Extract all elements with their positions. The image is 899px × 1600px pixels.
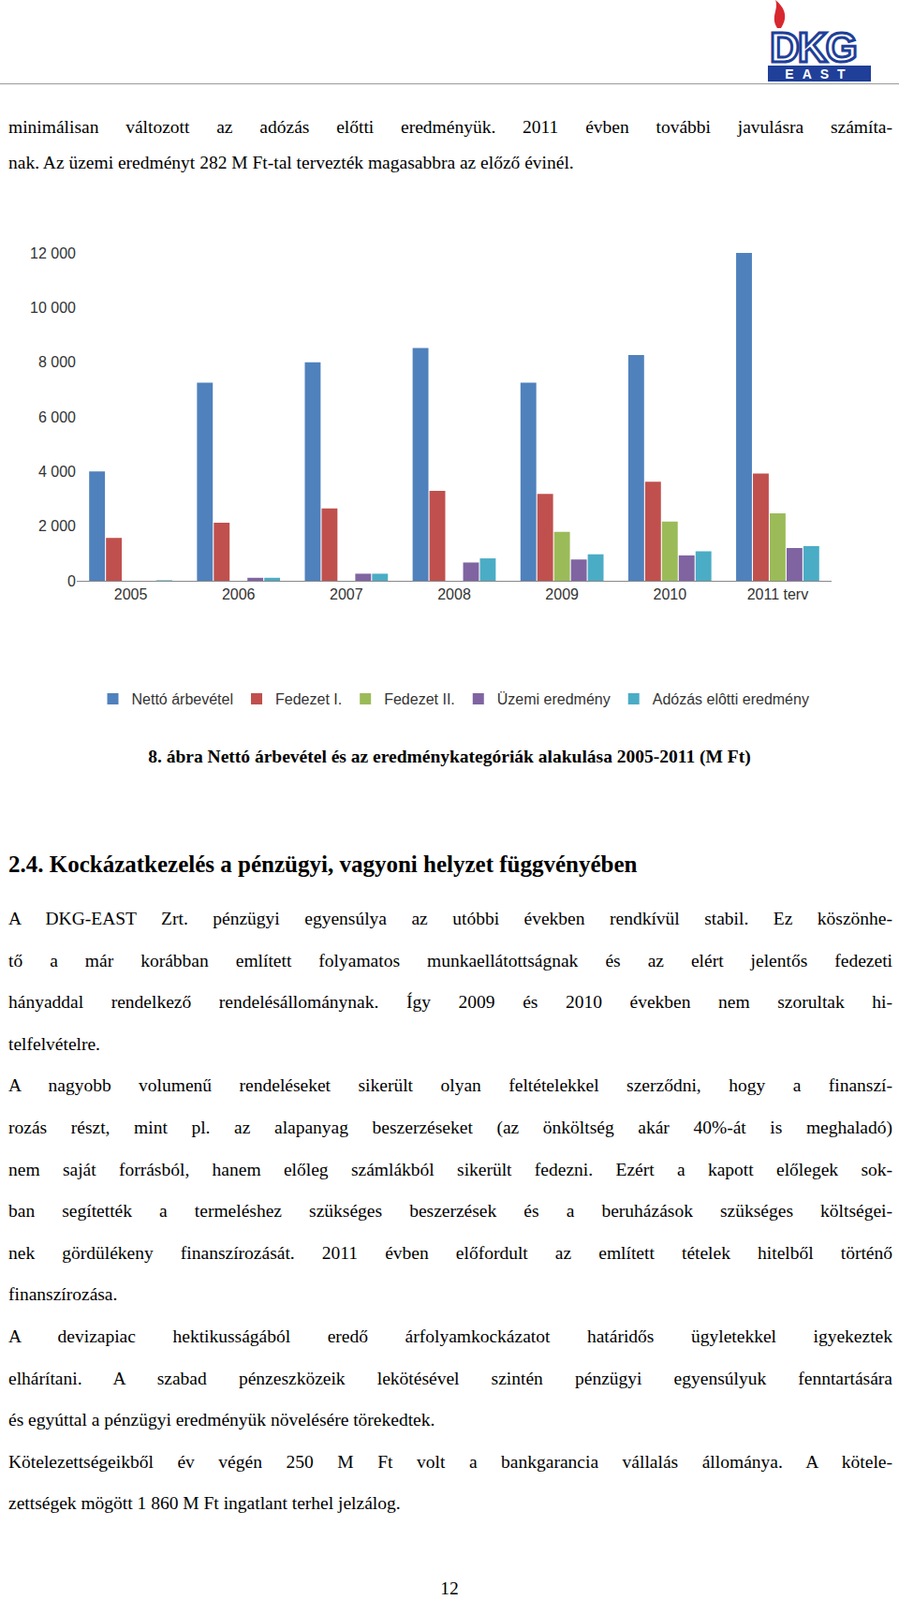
html-text:minimálisan változott az adózá: minimálisan változott az adózás előtti e…	[8, 117, 893, 137]
svg-text:2009: 2009	[545, 586, 579, 603]
html-text:zettségek mögött 1 860 M Ft in: zettségek mögött 1 860 M Ft ingatlant te…	[8, 1492, 401, 1513]
html-text:nek gördülékeny finanszírozásá: nek gördülékeny finanszírozását. 2011 év…	[8, 1242, 893, 1263]
html-text:tő a már korábban említett fol: tő a már korábban említett folyamatos mu…	[8, 950, 893, 970]
svg-text:6 000: 6 000	[38, 409, 76, 426]
html-text:8. ábra Nettó árbevétel és az: 8. ábra Nettó árbevétel és az eredményka…	[148, 746, 751, 767]
html-text:2.4. Kockázatkezelés a pénzügy: 2.4. Kockázatkezelés a pénzügyi, vagyoni…	[8, 851, 638, 877]
svg-text:2005: 2005	[114, 586, 148, 603]
svg-text:0: 0	[67, 573, 76, 590]
svg-text:Fedezet II.: Fedezet II.	[383, 691, 456, 708]
html-text:A nagyobb volumenű rendeléseke: A nagyobb volumenű rendeléseket sikerült…	[8, 1075, 893, 1096]
html-text:nak. Az üzemi eredményt 282 M: nak. Az üzemi eredményt 282 M Ft-tal ter…	[8, 152, 574, 173]
svg-text:Üzemi eredmény: Üzemi eredmény	[497, 691, 611, 708]
svg-text:2011 terv: 2011 terv	[747, 586, 810, 603]
svg-text:8 000: 8 000	[38, 353, 76, 370]
svg-text:2010: 2010	[652, 586, 687, 603]
html-text:12: 12	[440, 1577, 459, 1598]
html-text:Kötelezettségeikből év végén 2: Kötelezettségeikből év végén 250 M Ft vo…	[8, 1451, 893, 1471]
svg-text:12 000: 12 000	[29, 245, 76, 262]
html-text:nem saját forrásból, hanem elő: nem saját forrásból, hanem előleg számlá…	[8, 1158, 893, 1179]
html-text:A DKG-EAST Zrt. pénzügyi egyen: A DKG-EAST Zrt. pénzügyi egyensúlya az u…	[8, 908, 893, 929]
svg-text:DKG: DKG	[769, 24, 856, 71]
svg-text:10 000: 10 000	[29, 299, 76, 316]
svg-text:4 000: 4 000	[38, 463, 76, 480]
svg-text:2007: 2007	[329, 586, 364, 603]
svg-text:2 000: 2 000	[38, 517, 76, 534]
html-text:ban segítették a termeléshez s: ban segítették a termeléshez szükséges b…	[8, 1200, 893, 1221]
svg-text:Nettó árbevétel: Nettó árbevétel	[132, 691, 235, 708]
html-text:hányaddal rendelkező rendelésá: hányaddal rendelkező rendelésállománynak…	[8, 991, 893, 1012]
svg-text:2008: 2008	[437, 586, 472, 603]
svg-text:EAST: EAST	[784, 66, 854, 82]
svg-text:Fedezet I.: Fedezet I.	[275, 691, 342, 708]
html-text:finanszírozása.: finanszírozása.	[8, 1284, 118, 1304]
html-text:telfelvételre.: telfelvételre.	[8, 1033, 101, 1054]
html-text:elhárítani. A szabad pénzeszkö: elhárítani. A szabad pénzeszközeik leköt…	[8, 1367, 893, 1388]
html-text:rozás részt, mint pl. az alapa: rozás részt, mint pl. az alapanyag besze…	[8, 1117, 893, 1137]
html-text:A devizapiac hektikusságából e: A devizapiac hektikusságából eredő árfol…	[8, 1325, 893, 1346]
svg-text:Adózás elôtti eredmény: Adózás elôtti eredmény	[652, 691, 810, 708]
svg-text:2006: 2006	[221, 586, 256, 603]
html-text:és egyúttal a pénzügyi eredmén: és egyúttal a pénzügyi eredményük növelé…	[8, 1409, 435, 1430]
